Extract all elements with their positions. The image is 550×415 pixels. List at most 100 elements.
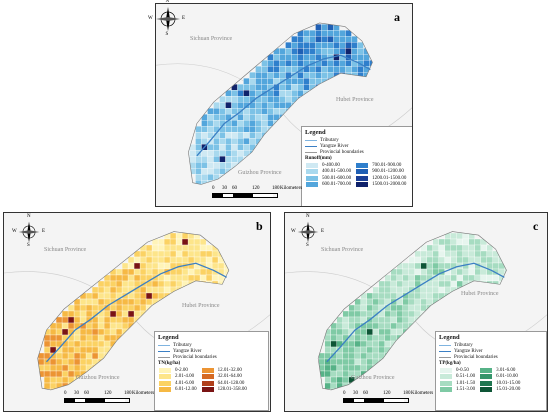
subbasin-cell — [195, 180, 202, 185]
legend-class: 15.01-20.00 — [479, 386, 520, 394]
subbasin-cell — [426, 298, 433, 306]
subbasin-cell — [255, 108, 262, 115]
subbasin-cell — [366, 358, 373, 366]
subbasin-cell — [121, 274, 129, 282]
subbasin-cell — [213, 150, 220, 157]
subbasin-cell — [339, 48, 346, 55]
subbasin-cell — [402, 316, 409, 324]
subbasin-cell — [438, 244, 445, 252]
subbasin-cell — [330, 340, 337, 348]
subbasin-cell — [85, 340, 93, 348]
subbasin-cell — [354, 352, 361, 360]
subbasin-cell — [195, 168, 202, 175]
subbasin-cell — [193, 250, 201, 258]
subbasin-cell — [384, 322, 391, 330]
subbasin-cell — [91, 328, 99, 336]
subbasin-cell — [219, 162, 226, 169]
subbasin-cell — [49, 340, 57, 348]
subbasin-cell — [285, 48, 292, 55]
subbasin-cell — [390, 334, 397, 342]
subbasin-cell — [402, 298, 409, 306]
subbasin-cell — [207, 120, 214, 127]
subbasin-cell — [366, 292, 373, 300]
subbasin-cell — [267, 78, 274, 85]
subbasin-cell — [486, 262, 493, 270]
subbasin-cell — [195, 156, 202, 163]
subbasin-cell — [169, 238, 177, 246]
subbasin-cell — [145, 262, 153, 270]
subbasin-cell — [402, 280, 409, 288]
subbasin-cell — [43, 382, 51, 390]
subbasin-cell — [97, 322, 105, 330]
subbasin-cell — [309, 36, 316, 43]
subbasin-cell — [480, 244, 487, 252]
subbasin-cell — [139, 262, 147, 270]
subbasin-cell — [97, 280, 105, 288]
subbasin-cell — [103, 292, 111, 300]
subbasin-cell — [273, 90, 280, 97]
subbasin-cell — [151, 286, 159, 294]
subbasin-cell — [55, 328, 63, 336]
subbasin-cell — [151, 250, 159, 258]
subbasin-cell — [49, 376, 57, 384]
subbasin-cell — [321, 66, 328, 73]
subbasin-cell — [211, 244, 219, 252]
subbasin-cell — [187, 244, 195, 252]
compass-w: W — [291, 229, 296, 234]
subbasin-cell — [297, 78, 304, 85]
legend-class: 600.01-700.00 — [305, 181, 351, 189]
subbasin-cell — [73, 358, 81, 366]
subbasin-cell — [189, 156, 196, 163]
subbasin-cell — [127, 298, 135, 306]
compass-w: W — [148, 16, 153, 21]
subbasin-cell — [336, 352, 343, 360]
subbasin-cell — [225, 156, 232, 163]
subbasin-cell — [291, 54, 298, 61]
subbasin-cell — [426, 286, 433, 294]
subbasin-cell — [243, 90, 250, 97]
subbasin-cell — [121, 298, 129, 306]
subbasin-cell — [139, 256, 147, 264]
compass-w: W — [12, 229, 17, 234]
subbasin-cell — [91, 352, 99, 360]
subbasin-cell — [480, 256, 487, 264]
subbasin-cell — [342, 370, 349, 378]
subbasin-cell — [378, 334, 385, 342]
subbasin-cell — [279, 54, 286, 61]
subbasin-cell — [199, 244, 207, 252]
subbasin-cell — [456, 238, 463, 246]
region-outline — [37, 231, 230, 391]
subbasin-cell — [390, 280, 397, 288]
subbasin-cell — [73, 310, 81, 318]
subbasin-cell — [408, 298, 415, 306]
subbasin-cell — [79, 364, 87, 372]
subbasin-cell — [486, 280, 493, 288]
subbasin-cell — [201, 162, 208, 169]
subbasin-cell — [372, 316, 379, 324]
compass-s: S — [165, 32, 169, 37]
subbasin-cell — [163, 280, 171, 288]
subbasin-cell — [207, 126, 214, 133]
subbasin-cell — [261, 108, 268, 115]
subbasin-cell — [324, 370, 331, 378]
subbasin-cell — [342, 364, 349, 372]
subbasin-cell — [291, 48, 298, 55]
subbasin-cell — [187, 250, 195, 258]
subbasin-cell — [79, 334, 87, 342]
subbasin-cell — [450, 238, 457, 246]
subbasin-cell — [225, 138, 232, 145]
subbasin-cell — [175, 268, 183, 276]
subbasin-cell — [181, 238, 189, 246]
subbasin-cell — [354, 364, 361, 372]
subbasin-cell — [315, 72, 322, 79]
subbasin-cell — [237, 84, 244, 91]
subbasin-cell — [390, 316, 397, 324]
subbasin-cell — [390, 268, 397, 276]
north-arrow-icon: N S W E — [291, 214, 324, 248]
subbasin-cell — [181, 232, 189, 240]
subbasin-cell — [67, 364, 75, 372]
subbasin-cell — [390, 304, 397, 312]
subbasin-cell — [91, 292, 99, 300]
subbasin-cell — [402, 286, 409, 294]
subbasin-cell — [318, 358, 325, 366]
